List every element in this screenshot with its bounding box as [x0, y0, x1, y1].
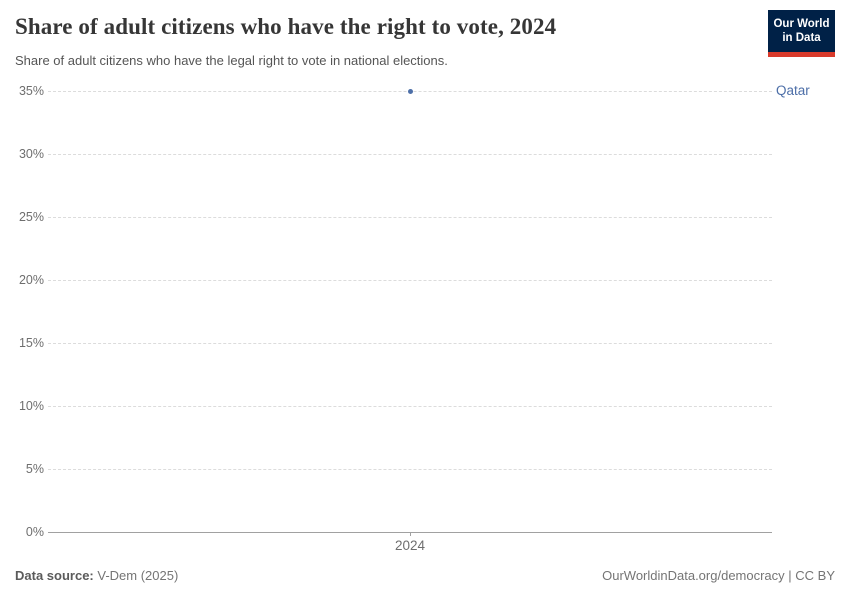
owid-logo[interactable]: Our World in Data	[768, 10, 835, 57]
chart-subtitle: Share of adult citizens who have the leg…	[15, 53, 448, 68]
y-tick-label: 20%	[18, 273, 44, 287]
chart-footer: Data source: V-Dem (2025) OurWorldinData…	[15, 568, 835, 583]
data-source-label: Data source:	[15, 568, 94, 583]
gridline	[48, 406, 772, 407]
gridline	[48, 343, 772, 344]
owid-logo-line1: Our World	[773, 18, 830, 30]
y-tick-label: 30%	[18, 147, 44, 161]
y-tick-label: 25%	[18, 210, 44, 224]
y-tick-label: 5%	[25, 462, 44, 476]
y-tick-label: 0%	[25, 525, 44, 539]
owid-logo-line2: in Data	[782, 32, 821, 44]
data-point[interactable]	[407, 88, 413, 94]
y-tick-label: 10%	[18, 399, 44, 413]
gridline	[48, 280, 772, 281]
data-source-value: V-Dem (2025)	[93, 568, 179, 583]
x-tick-mark	[410, 532, 411, 536]
chart-title: Share of adult citizens who have the rig…	[15, 14, 557, 39]
x-tick-label: 2024	[394, 538, 426, 553]
y-tick-label: 35%	[18, 84, 44, 98]
data-source-note: Data source: V-Dem (2025)	[15, 568, 178, 583]
entity-label[interactable]: Qatar	[776, 83, 810, 98]
license-note[interactable]: OurWorldinData.org/democracy | CC BY	[602, 568, 835, 583]
y-tick-label: 15%	[18, 336, 44, 350]
gridline	[48, 217, 772, 218]
gridline	[48, 469, 772, 470]
gridline	[48, 154, 772, 155]
